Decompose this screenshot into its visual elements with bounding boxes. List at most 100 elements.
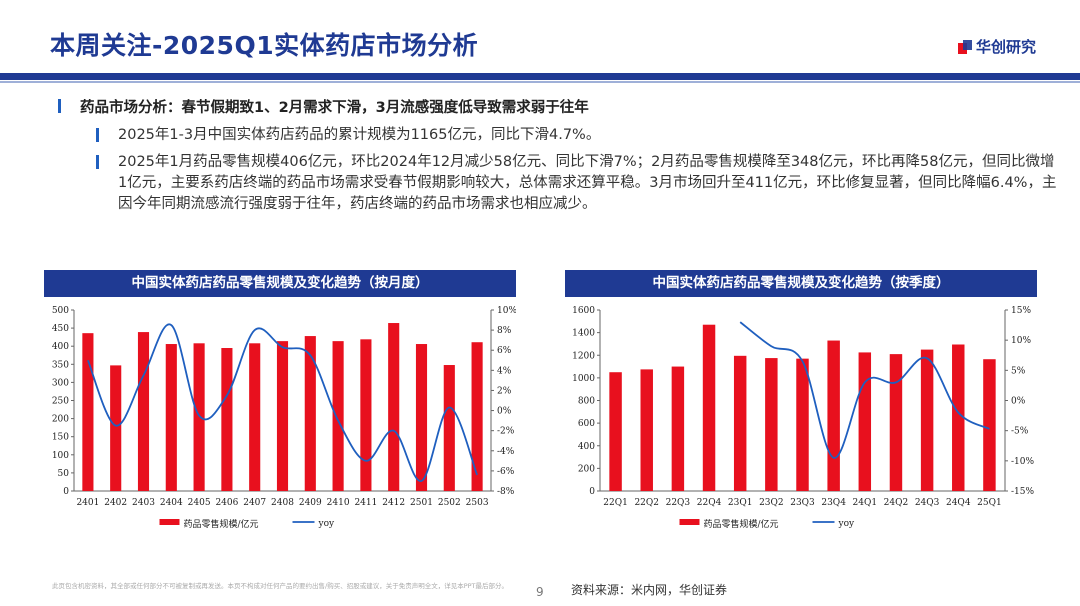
x-tick-label: 2411 <box>354 498 377 508</box>
y-tick-label-right: 10% <box>497 306 516 316</box>
y-tick-label-left: 450 <box>52 324 69 334</box>
logo-icon <box>958 39 972 54</box>
x-tick-label: 23Q4 <box>821 498 846 508</box>
y-tick-label-left: 400 <box>578 442 595 452</box>
bar <box>82 333 94 491</box>
bar <box>249 343 261 491</box>
x-tick-label: 2402 <box>104 498 127 508</box>
y-tick-label-right: -15% <box>1011 487 1034 497</box>
bar <box>920 349 934 491</box>
y-tick-label-left: 500 <box>52 306 69 316</box>
bullet-sub-text-1: 2025年1-3月中国实体药店药品的累计规模为1165亿元，同比下滑4.7%。 <box>118 127 601 143</box>
x-tick-label: 2401 <box>76 498 99 508</box>
y-tick-label-right: 4% <box>497 366 512 376</box>
bar <box>193 343 205 491</box>
bullet-main: 药品市场分析：春节假期致1、2月需求下滑，3月流感强度低导致需求弱于往年 <box>58 96 1058 117</box>
x-tick-label: 24Q2 <box>884 498 909 508</box>
chart-title-monthly: 中国实体药店药品零售规模及变化趋势（按月度） <box>44 270 516 297</box>
bar <box>702 324 716 491</box>
legend-line-label: yoy <box>838 519 856 529</box>
x-tick-label: 23Q1 <box>728 498 753 508</box>
x-tick-label: 22Q4 <box>697 498 722 508</box>
y-tick-label-left: 600 <box>578 419 595 429</box>
bar <box>609 372 622 491</box>
bar <box>388 323 400 491</box>
x-tick-label: 25Q1 <box>977 498 1002 508</box>
x-tick-label: 2405 <box>188 498 211 508</box>
y-tick-label-left: 0 <box>63 487 69 497</box>
x-tick-label: 2503 <box>466 498 489 508</box>
page-title: 本周关注-2025Q1实体药店市场分析 <box>50 31 479 60</box>
bar <box>332 341 344 491</box>
bar <box>443 365 455 491</box>
x-tick-label: 2412 <box>382 498 405 508</box>
brand-logo: 华创研究 <box>958 36 1036 57</box>
y-tick-label-left: 400 <box>52 342 69 352</box>
x-tick-label: 2501 <box>410 498 433 508</box>
bar <box>360 339 372 491</box>
bar <box>983 359 996 491</box>
x-tick-label: 2408 <box>271 498 294 508</box>
y-tick-label-right: 0% <box>497 407 512 417</box>
y-tick-label-right: 5% <box>1011 366 1026 376</box>
y-tick-label-right: 6% <box>497 346 512 356</box>
bar <box>276 341 289 491</box>
bullet-main-text: 药品市场分析：春节假期致1、2月需求下滑，3月流感强度低导致需求弱于往年 <box>80 100 589 116</box>
x-tick-label: 23Q3 <box>790 498 815 508</box>
y-tick-label-left: 150 <box>52 433 69 443</box>
y-tick-label-left: 50 <box>58 469 70 479</box>
x-tick-label: 22Q3 <box>666 498 691 508</box>
yoy-line <box>739 321 990 459</box>
header-bar <box>0 73 1080 80</box>
y-tick-label-right: -10% <box>1011 457 1034 467</box>
x-tick-label: 2409 <box>299 498 322 508</box>
header-bar-thin <box>0 81 1080 83</box>
x-tick-label: 2502 <box>438 498 461 508</box>
y-tick-label-right: -2% <box>497 427 515 437</box>
y-tick-label-right: -8% <box>497 487 515 497</box>
y-tick-label-right: -4% <box>497 447 515 457</box>
bullet-marker <box>58 99 61 113</box>
bullet-sub: 2025年1-3月中国实体药店药品的累计规模为1165亿元，同比下滑4.7%。 <box>58 125 1058 146</box>
x-tick-label: 22Q1 <box>603 498 628 508</box>
y-tick-label-left: 1600 <box>572 306 595 316</box>
x-tick-label: 24Q3 <box>915 498 940 508</box>
legend-bar-swatch <box>159 519 180 525</box>
bar <box>137 332 150 491</box>
y-tick-label-left: 0 <box>589 487 595 497</box>
logo-text: 华创研究 <box>976 38 1037 56</box>
bar <box>765 358 778 491</box>
bar <box>110 365 122 491</box>
y-tick-label-right: 10% <box>1011 336 1031 346</box>
bar <box>415 344 428 491</box>
y-tick-label-right: 0% <box>1011 397 1026 407</box>
x-tick-label: 2403 <box>132 498 155 508</box>
bullet-sub: 2025年1月药品零售规模406亿元，环比2024年12月减少58亿元、同比下滑… <box>58 152 1058 215</box>
bar <box>796 358 809 491</box>
bar <box>858 352 872 491</box>
y-tick-label-left: 250 <box>52 397 69 407</box>
disclaimer-text: 此页包含机密资料，其全部或任何部分不可被复制或再发送。本页不构成对任何产品的要约… <box>52 582 508 590</box>
y-tick-label-right: 2% <box>497 386 512 396</box>
x-tick-label: 23Q2 <box>759 498 784 508</box>
y-tick-label-left: 1400 <box>572 329 595 339</box>
y-tick-label-left: 800 <box>578 397 595 407</box>
x-tick-label: 2410 <box>327 498 350 508</box>
y-tick-label-left: 1200 <box>572 351 595 361</box>
page-number: 9 <box>536 585 544 599</box>
y-tick-label-right: -6% <box>497 467 515 477</box>
x-tick-label: 2407 <box>243 498 266 508</box>
x-tick-label: 22Q2 <box>634 498 659 508</box>
y-tick-label-left: 300 <box>52 378 69 388</box>
y-tick-label-left: 350 <box>52 360 69 370</box>
chart-title-quarterly: 中国实体药店药品零售规模及变化趋势（按季度） <box>565 270 1037 297</box>
legend-bar-label: 药品零售规模/亿元 <box>704 518 779 530</box>
bullet-list: 药品市场分析：春节假期致1、2月需求下滑，3月流感强度低导致需求弱于往年 202… <box>58 96 1058 221</box>
monthly-chart: 0 50 100 150 200 250 300 350 400 450 500 -8% -6% -4% -… <box>52 306 516 530</box>
y-tick-label-left: 200 <box>578 464 595 474</box>
legend-bar-label: 药品零售规模/亿元 <box>184 518 259 530</box>
bar <box>471 342 483 491</box>
y-tick-label-right: 15% <box>1011 306 1031 316</box>
bar <box>889 354 903 491</box>
bullet-sub-text-2: 2025年1月药品零售规模406亿元，环比2024年12月减少58亿元、同比下滑… <box>118 154 1057 212</box>
